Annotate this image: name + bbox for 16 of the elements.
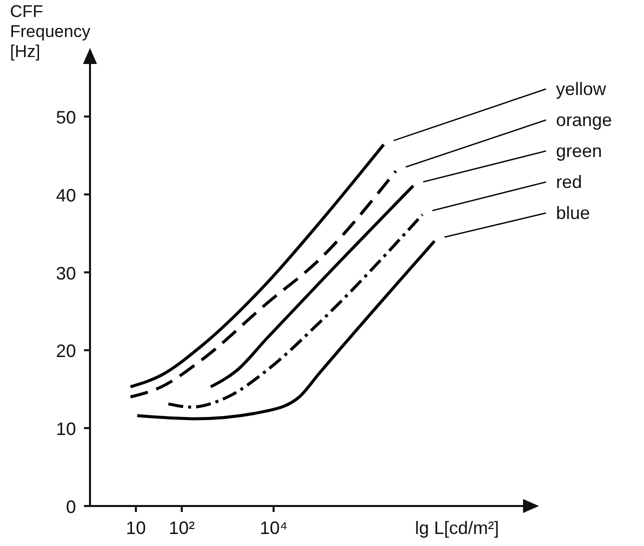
x-tick-label: 10⁴ xyxy=(260,518,288,538)
y-tick-label: 50 xyxy=(56,108,76,128)
text: red xyxy=(556,172,582,192)
y-axis-title: CFF Frequency [Hz] xyxy=(10,2,90,62)
x-tick-label: 10² xyxy=(168,518,195,538)
x-axis-title: lg L[cd/m²] xyxy=(415,518,500,539)
text: yellow xyxy=(556,79,608,99)
y-tick-label: 40 xyxy=(56,185,76,206)
x-tick-label: 10 xyxy=(126,518,146,538)
y-tick-label: 20 xyxy=(56,341,76,362)
text: blue xyxy=(556,203,590,223)
y-tick-label: 30 xyxy=(56,263,76,284)
y-tick-label: 0 xyxy=(66,497,76,517)
y-tick-label: 10 xyxy=(56,419,76,440)
text: green xyxy=(556,141,602,161)
text: orange xyxy=(556,110,612,130)
